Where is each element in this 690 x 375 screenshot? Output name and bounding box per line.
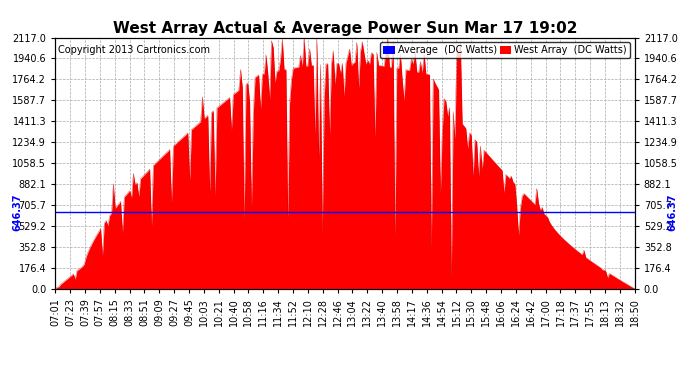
Text: 646.37: 646.37	[12, 193, 23, 231]
Text: 646.37: 646.37	[667, 193, 678, 231]
Text: Copyright 2013 Cartronics.com: Copyright 2013 Cartronics.com	[58, 45, 210, 55]
Title: West Array Actual & Average Power Sun Mar 17 19:02: West Array Actual & Average Power Sun Ma…	[112, 21, 578, 36]
Legend: Average  (DC Watts), West Array  (DC Watts): Average (DC Watts), West Array (DC Watts…	[380, 42, 630, 58]
